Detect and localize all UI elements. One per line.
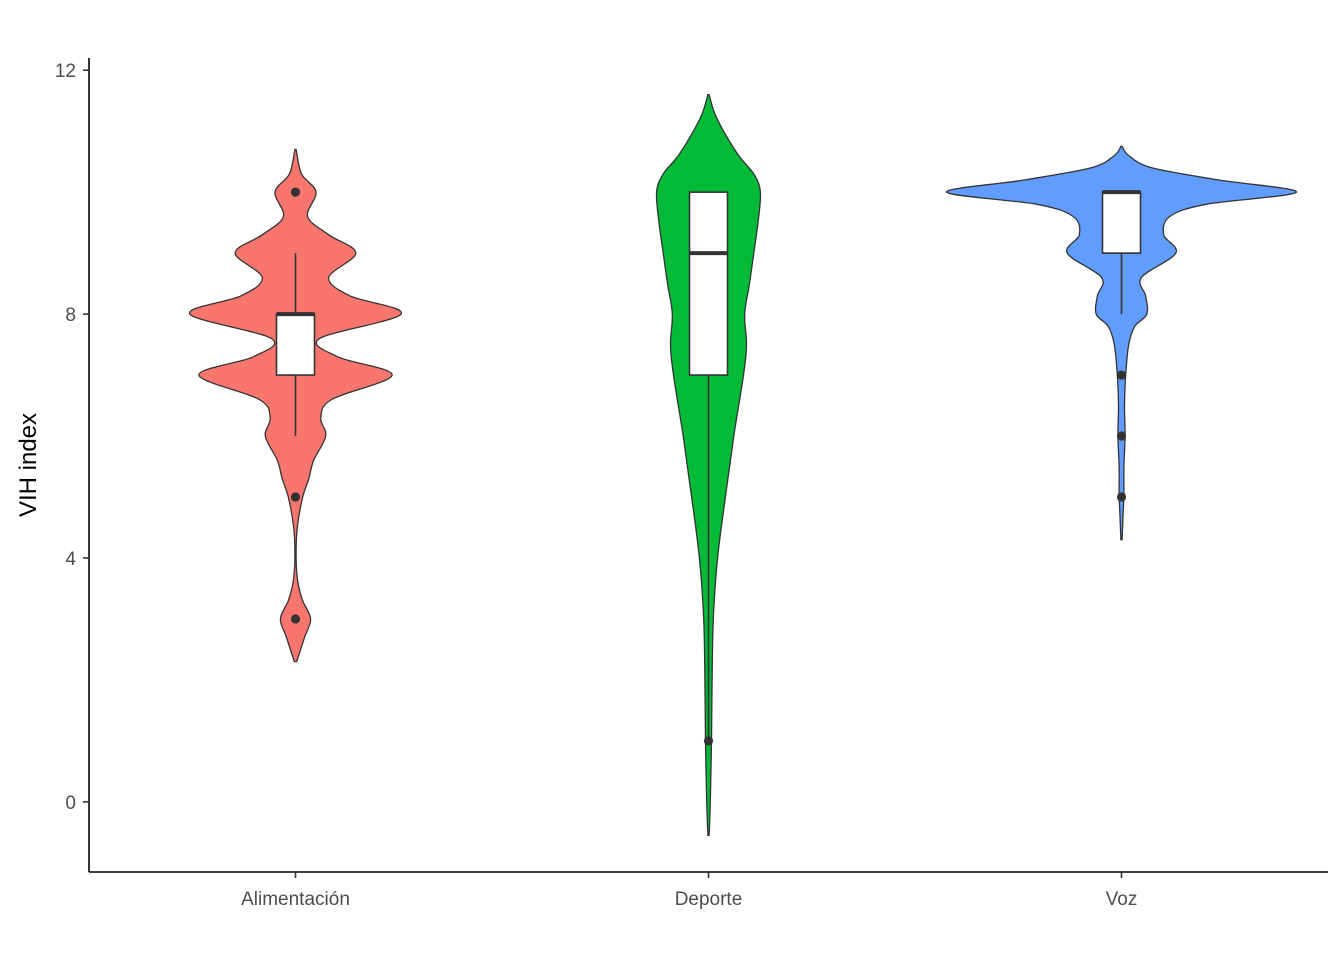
outlier-alimentacion-1: [290, 492, 301, 502]
outlier-alimentacion-2: [290, 614, 301, 624]
x-tick-label-deporte: Deporte: [675, 889, 743, 910]
boxplot-layer: [275, 190, 1142, 741]
x-tick-label-voz: Voz: [1106, 889, 1138, 910]
x-tick-label-alimentacion: Alimentación: [241, 889, 350, 910]
outlier-deporte-0: [703, 736, 714, 746]
violin-voz: [945, 145, 1298, 541]
x-axis-ticks: Alimentación Deporte Voz: [241, 872, 1137, 910]
outlier-voz-1: [1116, 431, 1127, 441]
box-alimentacion: [275, 313, 316, 376]
y-axis-ticks: 0 4 8 12: [55, 61, 89, 814]
box-deporte: [688, 191, 729, 376]
outlier-alimentacion-0: [290, 187, 301, 197]
box-voz: [1101, 191, 1142, 254]
y-tick-label-4: 4: [65, 549, 76, 570]
y-axis-title: VIH index: [15, 413, 42, 517]
outlier-voz-2: [1116, 492, 1127, 502]
outlier-voz-0: [1116, 370, 1127, 380]
y-tick-label-0: 0: [65, 793, 76, 814]
y-tick-label-8: 8: [65, 305, 76, 326]
y-tick-label-12: 12: [55, 61, 76, 82]
outlier-layer: [290, 187, 1127, 746]
